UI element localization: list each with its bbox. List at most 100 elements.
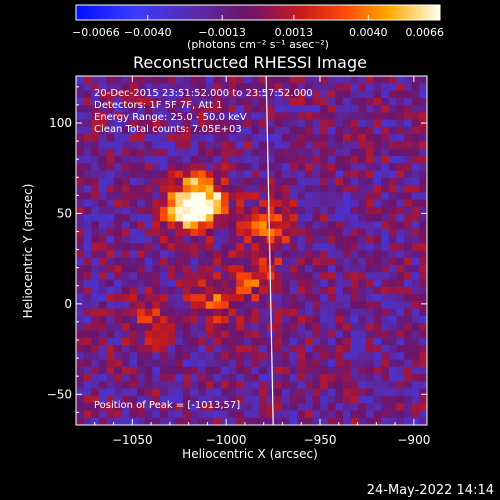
heatmap-cell [167, 374, 176, 382]
heatmap-cell [129, 337, 138, 346]
heatmap-cell [297, 206, 306, 215]
heatmap-cell [365, 235, 374, 244]
heatmap-cell [251, 250, 260, 259]
heatmap-cell [419, 381, 428, 390]
heatmap-cell [182, 359, 191, 368]
heatmap-cell [114, 83, 123, 91]
heatmap-cell [137, 366, 146, 375]
heatmap-cell [266, 192, 275, 200]
heatmap-cell [91, 410, 100, 419]
heatmap-cell [335, 345, 344, 353]
heatmap-cell [327, 286, 336, 295]
heatmap-cell [76, 395, 85, 404]
heatmap-cell [365, 308, 374, 317]
heatmap-cell [297, 294, 306, 302]
heatmap-cell [396, 199, 405, 208]
heatmap-cell [411, 308, 420, 317]
heatmap-cell [297, 185, 306, 193]
heatmap-cell [106, 235, 115, 244]
heatmap-cell [396, 112, 405, 121]
heatmap-cell [365, 395, 374, 404]
heatmap-cell [205, 83, 214, 91]
heatmap-cell [175, 119, 184, 128]
heatmap-cell [159, 228, 168, 237]
heatmap-cell [121, 265, 130, 273]
heatmap-cell [144, 417, 153, 426]
heatmap-cell [320, 257, 329, 266]
heatmap-cell [350, 359, 359, 368]
heatmap-cell [144, 148, 153, 157]
heatmap-cell [83, 250, 92, 259]
heatmap-cell [419, 235, 428, 244]
heatmap-cell [121, 352, 130, 360]
heatmap-cell [388, 105, 397, 113]
heatmap-cell [213, 105, 222, 113]
heatmap-cell [343, 192, 352, 200]
heatmap-cell [304, 177, 313, 186]
heatmap-cell [159, 163, 168, 171]
heatmap-cell [312, 403, 321, 411]
heatmap-cell [213, 323, 222, 331]
heatmap-cell [266, 395, 275, 404]
heatmap-cell [312, 272, 321, 280]
heatmap-cell [320, 388, 329, 397]
heatmap-cell [175, 323, 184, 331]
heatmap-cell [304, 119, 313, 128]
heatmap-cell [175, 206, 184, 215]
heatmap-cell [274, 206, 283, 215]
heatmap-cell [175, 359, 184, 368]
heatmap-cell [304, 199, 313, 208]
heatmap-cell [381, 228, 390, 237]
heatmap-cell [175, 199, 184, 208]
heatmap-cell [358, 141, 367, 150]
heatmap-cell [137, 345, 146, 353]
heatmap-cell [304, 323, 313, 331]
heatmap-cell [282, 206, 291, 215]
heatmap-cell [335, 410, 344, 419]
heatmap-cell [76, 170, 85, 179]
heatmap-cell [205, 265, 214, 273]
heatmap-cell [297, 403, 306, 411]
heatmap-cell [335, 417, 344, 426]
heatmap-cell [312, 112, 321, 121]
heatmap-cell [137, 185, 146, 193]
heatmap-cell [404, 337, 413, 346]
heatmap-cell [251, 272, 260, 280]
heatmap-cell [396, 403, 405, 411]
heatmap-cell [312, 388, 321, 397]
heatmap-cell [404, 366, 413, 375]
heatmap-cell [282, 410, 291, 419]
heatmap-cell [213, 250, 222, 259]
heatmap-cell [121, 155, 130, 164]
heatmap-cell [388, 112, 397, 121]
heatmap-cell [198, 345, 207, 353]
heatmap-cell [144, 315, 153, 324]
heatmap-cell [121, 315, 130, 324]
heatmap-cell [228, 221, 237, 230]
heatmap-cell [381, 192, 390, 200]
heatmap-cell [320, 352, 329, 360]
heatmap-cell [289, 294, 298, 302]
heatmap-cell [98, 272, 107, 280]
heatmap-cell [228, 381, 237, 390]
heatmap-cell [182, 90, 191, 99]
heatmap-cell [350, 345, 359, 353]
heatmap-cell [228, 308, 237, 317]
heatmap-cell [343, 90, 352, 99]
heatmap-cell [152, 76, 161, 84]
heatmap-cell [381, 395, 390, 404]
heatmap-cell [396, 395, 405, 404]
heatmap-cell [198, 214, 207, 222]
heatmap-cell [228, 105, 237, 113]
heatmap-cell [266, 366, 275, 375]
heatmap-cell [213, 185, 222, 193]
heatmap-cell [350, 279, 359, 288]
heatmap-cell [388, 126, 397, 135]
heatmap-cell [152, 83, 161, 91]
heatmap-cell [76, 206, 85, 215]
heatmap-cell [304, 228, 313, 237]
heatmap-cell [182, 395, 191, 404]
heatmap-cell [343, 301, 352, 310]
heatmap-cell [91, 134, 100, 142]
heatmap-cell [114, 410, 123, 419]
